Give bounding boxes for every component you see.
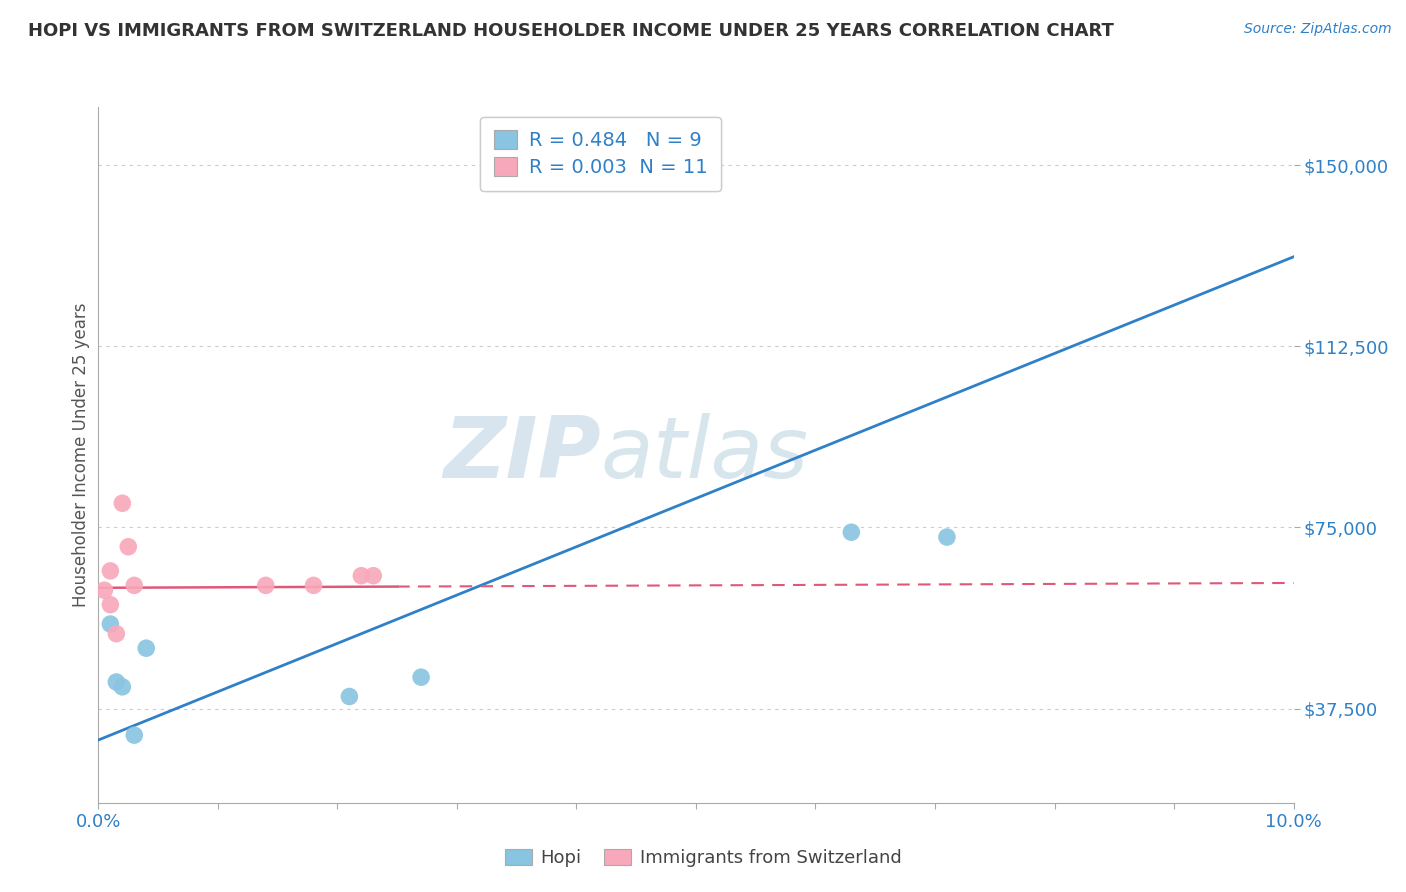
Point	[363, 568, 385, 582]
Point	[98, 617, 122, 632]
Text: HOPI VS IMMIGRANTS FROM SWITZERLAND HOUSEHOLDER INCOME UNDER 25 YEARS CORRELATIO: HOPI VS IMMIGRANTS FROM SWITZERLAND HOUS…	[28, 22, 1114, 40]
Legend: Hopi, Immigrants from Switzerland: Hopi, Immigrants from Switzerland	[498, 841, 908, 874]
Point	[124, 578, 146, 592]
Point	[339, 690, 360, 704]
Text: ZIP: ZIP	[443, 413, 600, 497]
Text: Source: ZipAtlas.com: Source: ZipAtlas.com	[1244, 22, 1392, 37]
Point	[936, 530, 959, 544]
Point	[254, 578, 277, 592]
Point	[124, 728, 146, 742]
Y-axis label: Householder Income Under 25 years: Householder Income Under 25 years	[72, 302, 90, 607]
Point	[105, 675, 128, 690]
Legend: R = 0.484   N = 9, R = 0.003  N = 11: R = 0.484 N = 9, R = 0.003 N = 11	[479, 117, 721, 191]
Point	[411, 670, 433, 684]
Point	[93, 583, 115, 598]
Point	[111, 680, 134, 694]
Point	[350, 568, 373, 582]
Point	[98, 564, 122, 578]
Point	[841, 525, 863, 540]
Point	[302, 578, 325, 592]
Point	[117, 540, 139, 554]
Point	[98, 598, 122, 612]
Point	[111, 496, 134, 510]
Text: atlas: atlas	[600, 413, 808, 497]
Point	[105, 626, 128, 640]
Point	[135, 641, 157, 656]
